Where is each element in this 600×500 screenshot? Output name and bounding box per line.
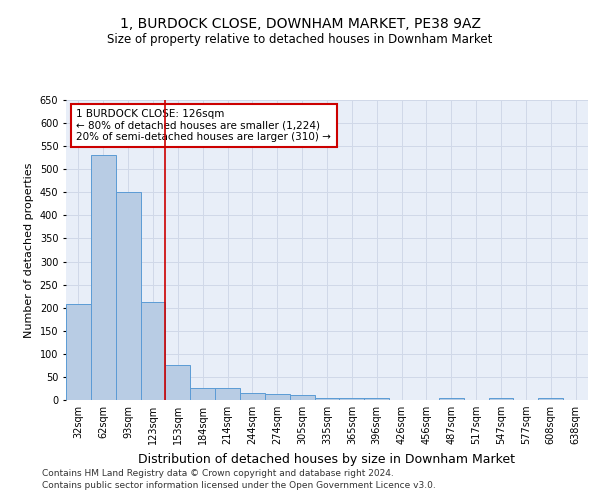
- Bar: [439, 398, 464, 400]
- Bar: [488, 398, 514, 400]
- Y-axis label: Number of detached properties: Number of detached properties: [24, 162, 34, 338]
- Text: 1, BURDOCK CLOSE, DOWNHAM MARKET, PE38 9AZ: 1, BURDOCK CLOSE, DOWNHAM MARKET, PE38 9…: [119, 18, 481, 32]
- Bar: [314, 398, 340, 400]
- Bar: [215, 388, 240, 400]
- Bar: [364, 398, 389, 400]
- Bar: [290, 396, 314, 400]
- X-axis label: Distribution of detached houses by size in Downham Market: Distribution of detached houses by size …: [139, 452, 515, 466]
- Bar: [91, 156, 116, 400]
- Bar: [140, 302, 166, 400]
- Text: Contains HM Land Registry data © Crown copyright and database right 2024.: Contains HM Land Registry data © Crown c…: [42, 468, 394, 477]
- Bar: [166, 365, 190, 400]
- Text: Size of property relative to detached houses in Downham Market: Size of property relative to detached ho…: [107, 32, 493, 46]
- Text: 1 BURDOCK CLOSE: 126sqm
← 80% of detached houses are smaller (1,224)
20% of semi: 1 BURDOCK CLOSE: 126sqm ← 80% of detache…: [76, 109, 331, 142]
- Bar: [340, 398, 364, 400]
- Bar: [538, 398, 563, 400]
- Bar: [265, 394, 290, 400]
- Text: Contains public sector information licensed under the Open Government Licence v3: Contains public sector information licen…: [42, 481, 436, 490]
- Bar: [116, 192, 140, 400]
- Bar: [190, 388, 215, 400]
- Bar: [66, 304, 91, 400]
- Bar: [240, 393, 265, 400]
